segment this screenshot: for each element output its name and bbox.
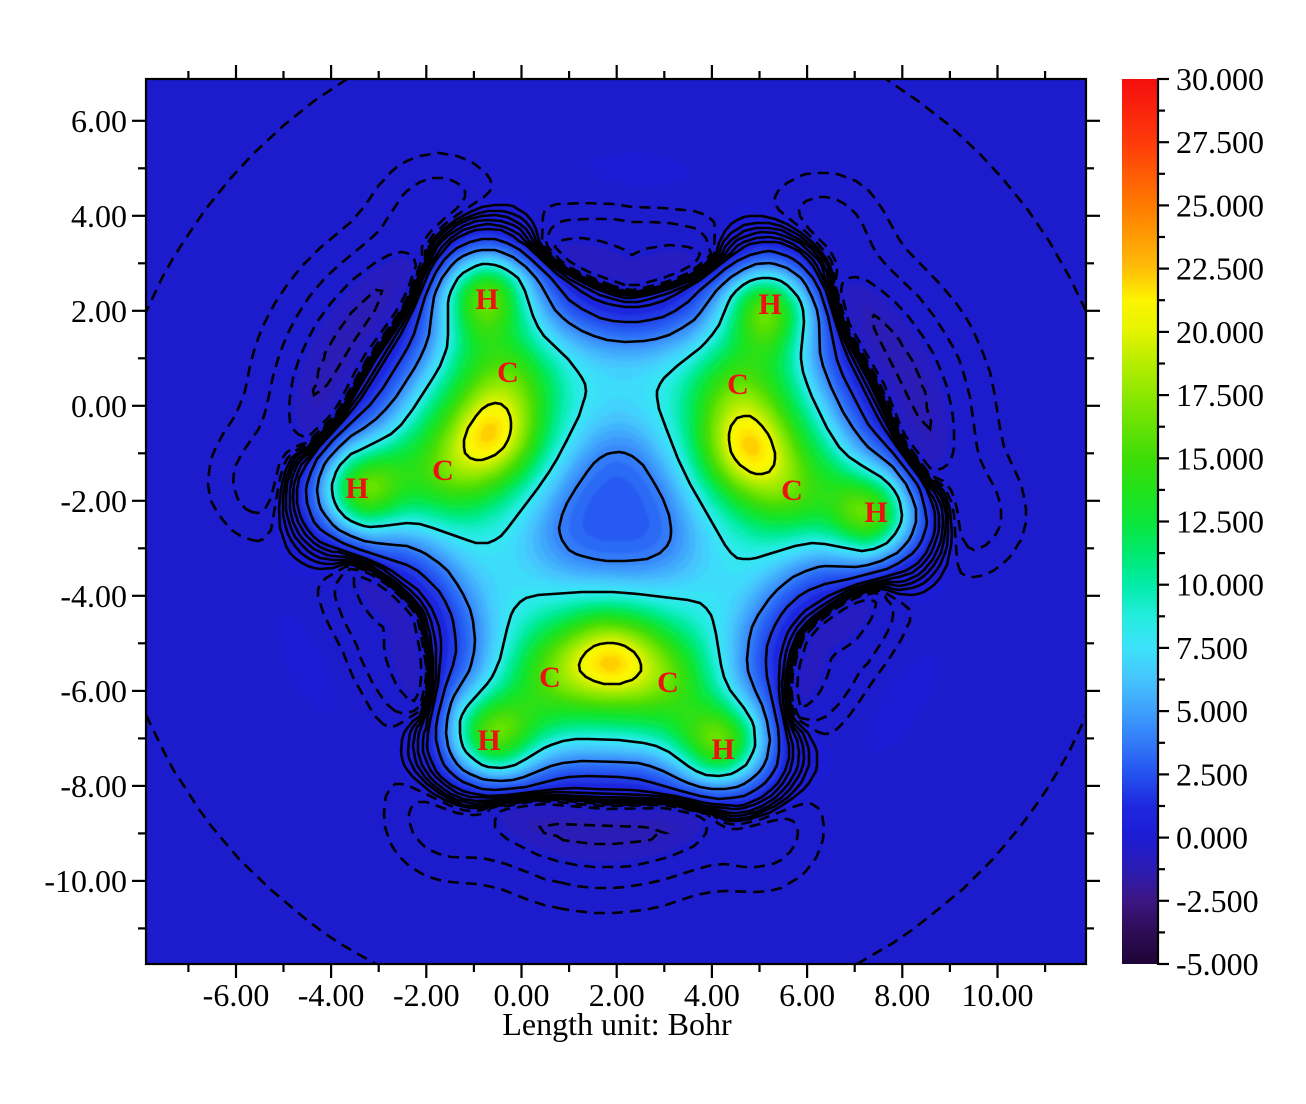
svg-text:0.00: 0.00 <box>71 388 127 424</box>
svg-text:17.500: 17.500 <box>1176 377 1264 413</box>
svg-text:-8.00: -8.00 <box>60 768 127 804</box>
svg-text:27.500: 27.500 <box>1176 124 1264 160</box>
svg-text:4.00: 4.00 <box>684 977 740 1013</box>
svg-text:22.500: 22.500 <box>1176 251 1264 287</box>
svg-text:-2.00: -2.00 <box>60 483 127 519</box>
svg-text:10.00: 10.00 <box>962 977 1034 1013</box>
svg-text:H: H <box>758 288 781 321</box>
svg-text:5.000: 5.000 <box>1176 693 1248 729</box>
svg-text:-6.00: -6.00 <box>203 977 270 1013</box>
svg-text:2.500: 2.500 <box>1176 756 1248 792</box>
svg-text:15.000: 15.000 <box>1176 440 1264 476</box>
svg-text:6.00: 6.00 <box>71 103 127 139</box>
svg-text:2.00: 2.00 <box>589 977 645 1013</box>
svg-text:H: H <box>475 283 498 316</box>
svg-text:-10.00: -10.00 <box>44 863 127 899</box>
svg-text:Length unit: Bohr: Length unit: Bohr <box>502 1006 732 1042</box>
svg-text:-5.000: -5.000 <box>1176 946 1259 982</box>
svg-text:C: C <box>781 474 803 507</box>
svg-text:C: C <box>497 356 519 389</box>
svg-text:25.000: 25.000 <box>1176 187 1264 223</box>
svg-text:-2.00: -2.00 <box>393 977 460 1013</box>
svg-text:-2.500: -2.500 <box>1176 883 1259 919</box>
svg-text:2.00: 2.00 <box>71 293 127 329</box>
svg-text:10.000: 10.000 <box>1176 567 1264 603</box>
svg-text:4.00: 4.00 <box>71 198 127 234</box>
svg-text:C: C <box>657 666 679 699</box>
svg-text:12.500: 12.500 <box>1176 504 1264 540</box>
svg-text:-4.00: -4.00 <box>60 578 127 614</box>
svg-text:-6.00: -6.00 <box>60 673 127 709</box>
svg-text:H: H <box>864 496 887 529</box>
svg-text:H: H <box>711 733 734 766</box>
svg-text:30.000: 30.000 <box>1176 61 1264 97</box>
svg-text:6.00: 6.00 <box>779 977 835 1013</box>
svg-text:C: C <box>727 368 749 401</box>
svg-text:8.00: 8.00 <box>874 977 930 1013</box>
svg-text:-4.00: -4.00 <box>298 977 365 1013</box>
svg-text:0.000: 0.000 <box>1176 820 1248 856</box>
svg-text:H: H <box>345 472 368 505</box>
svg-text:7.500: 7.500 <box>1176 630 1248 666</box>
svg-text:C: C <box>539 661 561 694</box>
svg-text:0.00: 0.00 <box>494 977 550 1013</box>
svg-text:20.000: 20.000 <box>1176 314 1264 350</box>
svg-text:H: H <box>477 724 500 757</box>
svg-text:C: C <box>432 454 454 487</box>
